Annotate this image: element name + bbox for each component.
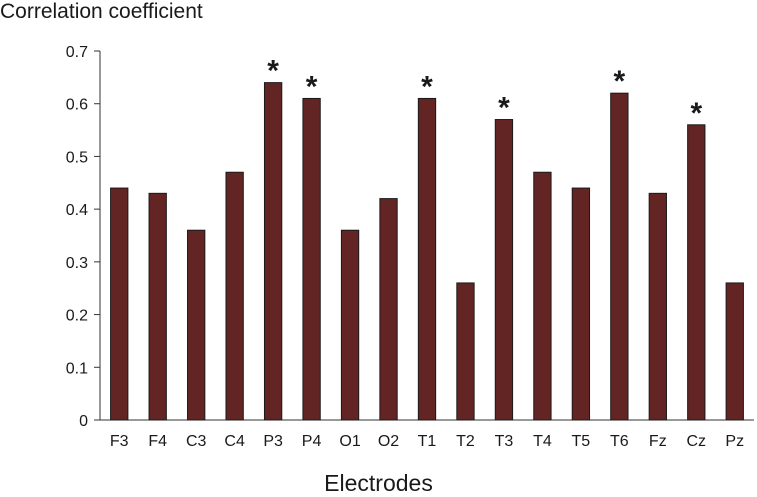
y-tick-label: 0.1 xyxy=(66,360,88,377)
x-tick-label: T4 xyxy=(533,433,552,450)
x-tick-label: Pz xyxy=(725,433,744,450)
y-tick-label: 0.6 xyxy=(66,97,88,114)
bar-f4 xyxy=(148,192,167,421)
x-tick-label: T2 xyxy=(456,433,475,450)
bar-o1 xyxy=(340,229,360,421)
bar-series xyxy=(110,82,744,421)
bar-t4 xyxy=(533,171,552,421)
y-tick-label: 0.3 xyxy=(66,255,88,272)
x-tick-label: F3 xyxy=(110,433,129,450)
x-tick-label: T6 xyxy=(610,433,629,450)
x-tick-label: P3 xyxy=(263,433,283,450)
significance-star: * xyxy=(421,70,433,103)
bar-o2 xyxy=(379,198,398,421)
bar-c4 xyxy=(225,171,244,421)
bar-t6 xyxy=(610,92,629,421)
significance-star: * xyxy=(614,65,626,98)
significance-star: * xyxy=(690,97,702,130)
x-tick-label: C3 xyxy=(186,433,207,450)
bar-pz xyxy=(725,282,744,421)
x-tick-label: T5 xyxy=(572,433,591,450)
y-tick-label: 0.4 xyxy=(66,202,88,219)
bar-t5 xyxy=(571,187,591,421)
bar-cz xyxy=(687,124,706,421)
y-tick-label: 0 xyxy=(79,413,88,430)
x-tick-label: O2 xyxy=(378,433,399,450)
bar-fz xyxy=(648,192,667,421)
y-tick-label: 0.7 xyxy=(66,44,88,61)
significance-star: * xyxy=(498,92,510,125)
bar-t3 xyxy=(494,119,514,421)
x-tick-label: T1 xyxy=(418,433,437,450)
x-tick-label: Fz xyxy=(649,433,667,450)
x-tick-label: O1 xyxy=(339,433,360,450)
bar-t1 xyxy=(417,97,437,421)
bar-t2 xyxy=(456,282,475,421)
x-tick-label: P4 xyxy=(302,433,322,450)
x-tick-label: F4 xyxy=(148,433,167,450)
y-axis-title: Correlation coefficient xyxy=(0,0,203,23)
chart-labels: 0 0.1 0.2 0.3 0.4 0.5 0.6 0.7 F3 F4 C3 C4 P3 * P4 * O1 O2… xyxy=(66,44,744,450)
x-tick-label: T3 xyxy=(495,433,514,450)
x-tick-label: C4 xyxy=(224,433,245,450)
bar-c3 xyxy=(187,229,206,421)
bar-p3 xyxy=(263,82,283,421)
x-axis-title: Electrodes xyxy=(324,470,433,496)
significance-star: * xyxy=(267,55,279,88)
bar-p4 xyxy=(302,97,321,421)
bar-f3 xyxy=(110,187,129,421)
y-tick-label: 0.2 xyxy=(66,308,88,325)
y-tick-label: 0.5 xyxy=(66,149,88,166)
significance-star: * xyxy=(306,70,318,103)
x-tick-label: Cz xyxy=(687,433,707,450)
